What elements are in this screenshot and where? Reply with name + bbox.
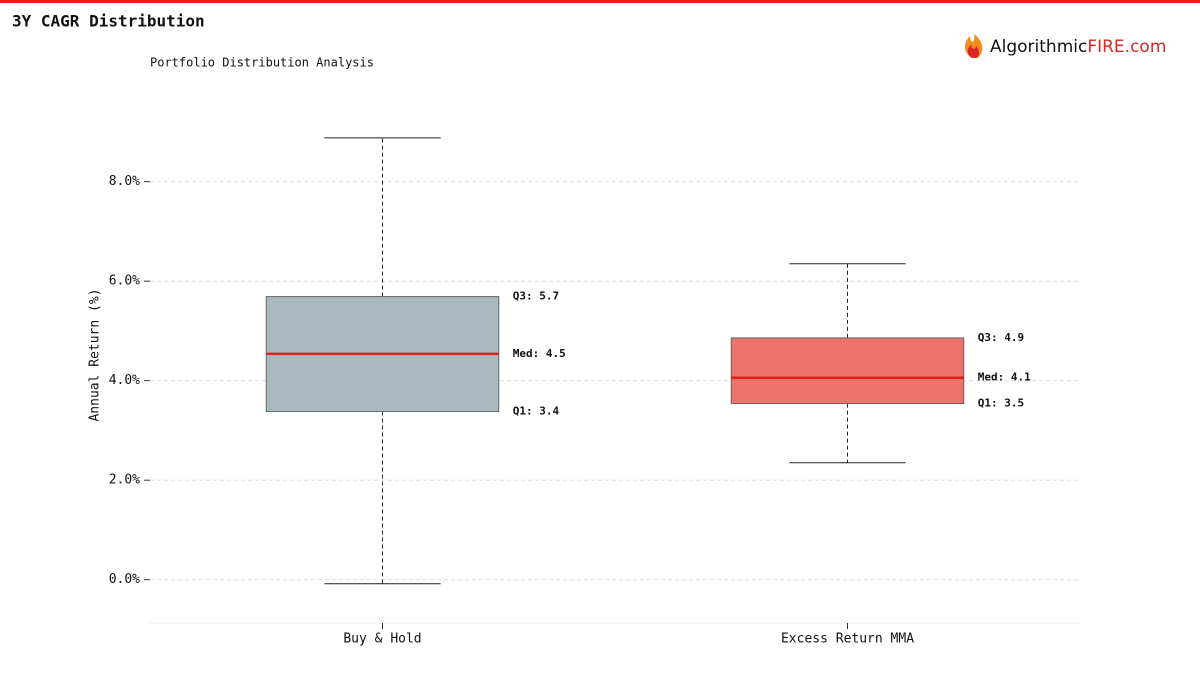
brand: Algorithmic bbox=[990, 37, 1087, 57]
y-tick-label: 4.0% bbox=[109, 373, 140, 388]
top-bar bbox=[0, 0, 1200, 3]
brand-accent: FIRE.com bbox=[1087, 37, 1166, 57]
y-axis-label: Annual Return (%) bbox=[88, 288, 103, 421]
q3-label: Q3: 4.9 bbox=[978, 331, 1024, 344]
page-title: 3Y CAGR Distribution bbox=[12, 12, 205, 31]
q1-label: Q1: 3.4 bbox=[513, 405, 560, 418]
q1-label: Q1: 3.5 bbox=[978, 397, 1024, 410]
x-tick-label: Excess Return MMA bbox=[781, 632, 914, 647]
q3-label: Q3: 5.7 bbox=[513, 290, 559, 303]
chart-subtitle: Portfolio Distribution Analysis bbox=[150, 56, 374, 70]
box bbox=[730, 337, 965, 405]
median-label: Med: 4.5 bbox=[513, 347, 566, 360]
y-tick-label: 2.0% bbox=[109, 473, 140, 488]
median-label: Med: 4.1 bbox=[978, 371, 1031, 384]
y-tick-label: 8.0% bbox=[109, 174, 140, 189]
y-tick-label: 0.0% bbox=[109, 572, 140, 587]
logo-text: AlgorithmicFIRE.com bbox=[990, 37, 1166, 57]
y-tick-label: 6.0% bbox=[109, 274, 140, 289]
logo-flame-inner bbox=[967, 45, 979, 58]
logo: AlgorithmicFIRE.com bbox=[965, 34, 1166, 58]
x-tick-label: Buy & Hold bbox=[343, 632, 421, 647]
